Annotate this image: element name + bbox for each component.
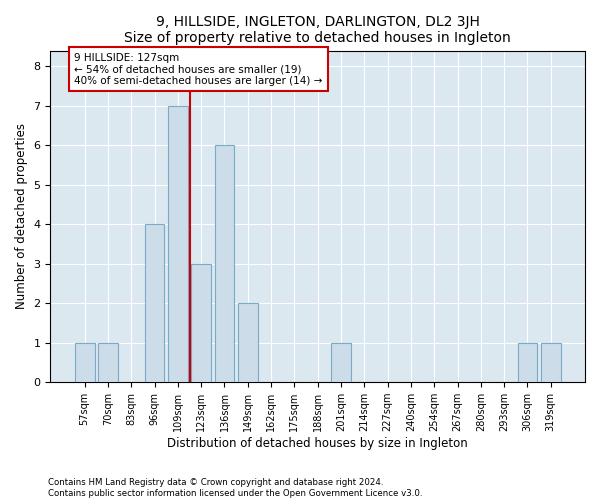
Bar <box>75 342 95 382</box>
Bar <box>98 342 118 382</box>
Bar <box>215 146 235 382</box>
Bar <box>168 106 188 382</box>
Bar <box>331 342 351 382</box>
Bar <box>541 342 561 382</box>
Bar <box>145 224 164 382</box>
Y-axis label: Number of detached properties: Number of detached properties <box>15 124 28 310</box>
Text: Contains HM Land Registry data © Crown copyright and database right 2024.
Contai: Contains HM Land Registry data © Crown c… <box>48 478 422 498</box>
Bar <box>518 342 538 382</box>
Title: 9, HILLSIDE, INGLETON, DARLINGTON, DL2 3JH
Size of property relative to detached: 9, HILLSIDE, INGLETON, DARLINGTON, DL2 3… <box>124 15 511 45</box>
Bar <box>238 303 257 382</box>
Text: 9 HILLSIDE: 127sqm
← 54% of detached houses are smaller (19)
40% of semi-detache: 9 HILLSIDE: 127sqm ← 54% of detached hou… <box>74 52 322 86</box>
Bar <box>191 264 211 382</box>
X-axis label: Distribution of detached houses by size in Ingleton: Distribution of detached houses by size … <box>167 437 468 450</box>
